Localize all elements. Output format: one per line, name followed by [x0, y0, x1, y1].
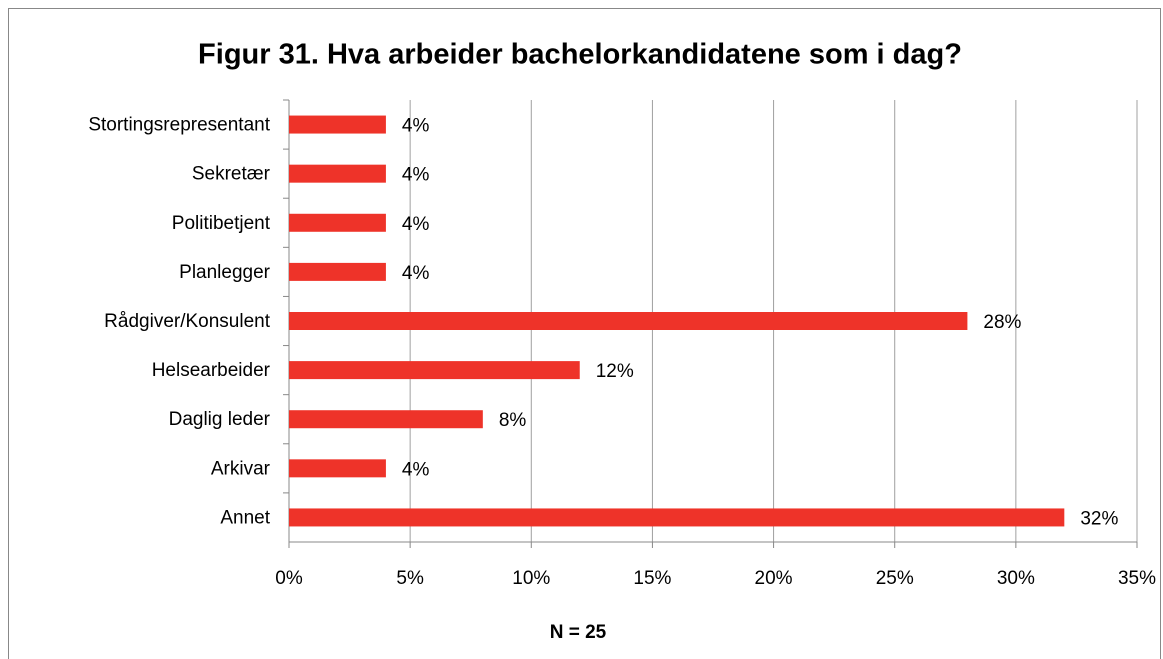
bar: [289, 410, 483, 429]
value-label: 4%: [402, 214, 430, 235]
x-tick-label: 30%: [997, 568, 1035, 589]
y-tick-label: Politibetjent: [172, 213, 271, 234]
value-label: 32%: [1080, 508, 1118, 529]
y-tick-label: Stortingsrepresentant: [88, 115, 270, 136]
value-label: 4%: [402, 263, 430, 284]
x-tick-label: 25%: [876, 568, 914, 589]
value-label: 28%: [983, 312, 1021, 333]
x-axis-label: N = 25: [550, 622, 607, 643]
bar: [289, 213, 386, 232]
bar: [289, 262, 386, 281]
y-tick-label: Sekretær: [192, 164, 271, 185]
y-tick-label: Rådgiver/Konsulent: [104, 311, 271, 332]
y-tick-label: Daglig leder: [169, 409, 271, 430]
y-tick-label: Annet: [220, 507, 270, 528]
bar: [289, 361, 580, 380]
chart-frame: [8, 8, 1161, 659]
value-label: 8%: [499, 410, 527, 431]
x-tick-label: 10%: [512, 568, 550, 589]
x-tick-label: 0%: [275, 568, 303, 589]
x-tick-label: 35%: [1118, 568, 1156, 589]
bar: [289, 115, 386, 134]
value-label: 12%: [596, 361, 634, 382]
bar: [289, 164, 386, 183]
x-tick-label: 5%: [396, 568, 424, 589]
value-label: 4%: [402, 459, 430, 480]
y-tick-label: Helsearbeider: [152, 360, 271, 381]
chart-title: Figur 31. Hva arbeider bachelorkandidate…: [198, 39, 962, 71]
bar: [289, 508, 1065, 527]
bar: [289, 312, 968, 330]
value-label: 4%: [402, 165, 430, 186]
bar: [289, 459, 386, 478]
y-tick-label: Planlegger: [179, 262, 271, 283]
y-tick-label: Arkivar: [211, 458, 271, 479]
value-label: 4%: [402, 116, 430, 137]
x-tick-label: 15%: [633, 568, 671, 589]
x-tick-label: 20%: [755, 568, 793, 589]
